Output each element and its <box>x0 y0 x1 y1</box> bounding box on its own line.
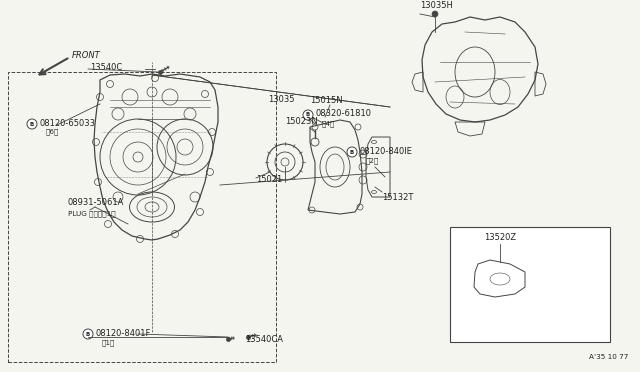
Text: 13035H: 13035H <box>420 1 453 10</box>
Circle shape <box>347 147 357 157</box>
Circle shape <box>303 110 313 120</box>
Text: 〈4〉: 〈4〉 <box>322 121 335 127</box>
Text: B: B <box>350 150 354 154</box>
Text: 08120-840lE: 08120-840lE <box>359 147 412 155</box>
Text: 13540CA: 13540CA <box>245 336 283 344</box>
Text: 15021: 15021 <box>256 176 282 185</box>
Circle shape <box>432 11 438 17</box>
Text: （1）: （1） <box>102 340 115 346</box>
Text: 13520Z: 13520Z <box>484 233 516 242</box>
Text: A'35 10 77: A'35 10 77 <box>589 354 628 360</box>
Text: B: B <box>30 122 34 126</box>
Text: 15132T: 15132T <box>382 192 413 202</box>
Text: （6）: （6） <box>46 129 60 135</box>
Text: 13540C: 13540C <box>90 62 122 71</box>
Text: 08120-65033: 08120-65033 <box>39 119 95 128</box>
Bar <box>8 72 276 362</box>
Circle shape <box>83 329 93 339</box>
Text: FRONT: FRONT <box>72 51 100 61</box>
Text: B: B <box>86 331 90 337</box>
Bar <box>450 227 610 342</box>
Text: 13035: 13035 <box>268 95 294 104</box>
Text: （2）: （2） <box>366 158 380 164</box>
Text: B: B <box>306 112 310 118</box>
Text: 15015N: 15015N <box>310 96 342 105</box>
Text: 08320-61810: 08320-61810 <box>315 109 371 119</box>
Circle shape <box>27 119 37 129</box>
Text: 08120-8401F: 08120-8401F <box>95 328 150 337</box>
Text: 15023N: 15023N <box>285 117 317 126</box>
Text: 08931-5061A: 08931-5061A <box>68 198 124 207</box>
Text: PLUG プラグ（1）: PLUG プラグ（1） <box>68 211 116 217</box>
